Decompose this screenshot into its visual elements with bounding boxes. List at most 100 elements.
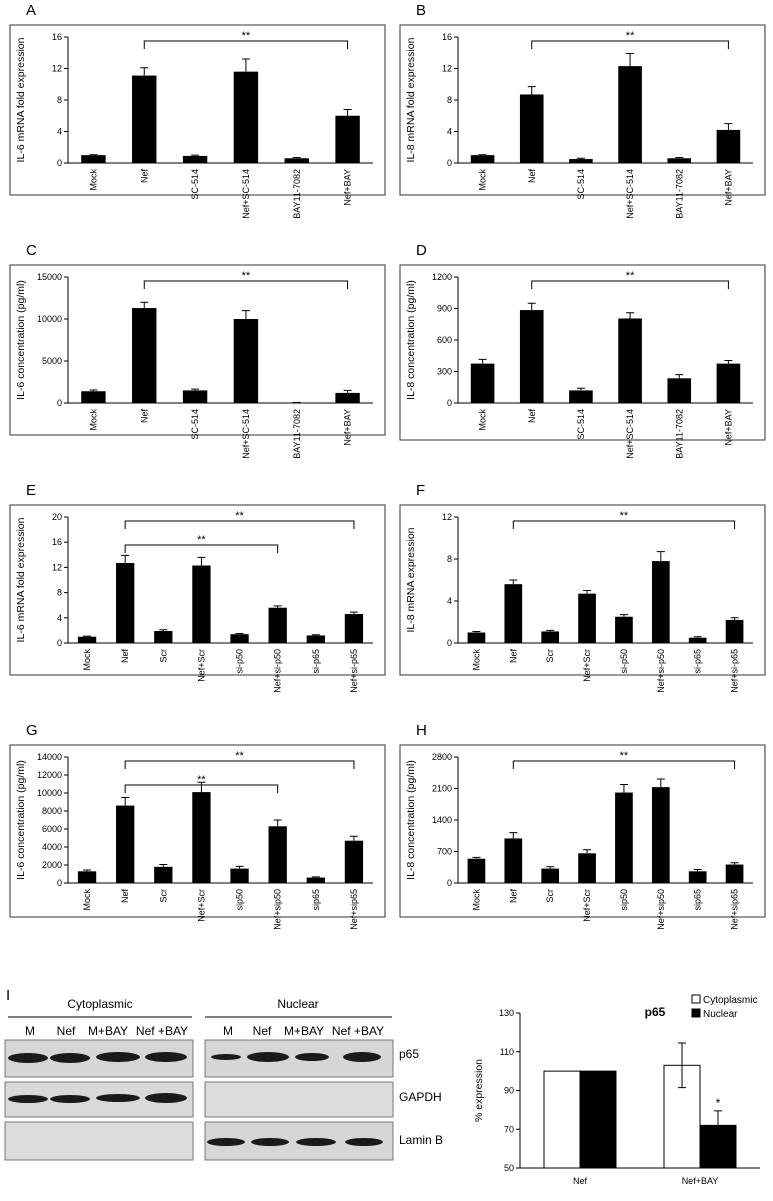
significance-bracket (513, 521, 734, 529)
error-bar (583, 591, 591, 594)
y-axis-label: IL-8 mRNA fold expression (405, 37, 417, 162)
y-tick-label: 2100 (432, 784, 452, 794)
bar (520, 310, 544, 403)
y-tick-label: 1400 (432, 815, 452, 825)
x-tick-label: Nef+BAY (723, 169, 733, 206)
bar (192, 792, 210, 883)
x-tick-label: sip50 (235, 889, 245, 911)
bar (81, 391, 105, 403)
y-tick-label: 600 (437, 335, 452, 345)
panel-letter: B (416, 2, 426, 19)
x-tick-label: Nef+si-p65 (730, 649, 740, 693)
y-tick-label: 4 (447, 127, 452, 137)
y-tick-label: 16 (442, 32, 452, 42)
y-tick-label: 10000 (37, 314, 62, 324)
y-tick-label: 8 (57, 95, 62, 105)
bar (569, 390, 593, 403)
y-tick-label: 10000 (37, 788, 62, 798)
y-axis-label: IL-6 concentration (pg/ml) (15, 280, 27, 400)
x-tick-label: Nef+si-p65 (349, 649, 359, 693)
y-tick-label: 14000 (37, 752, 62, 762)
bar (234, 319, 258, 403)
error-bar (293, 157, 301, 158)
significance-bracket (125, 761, 354, 769)
x-tick-label: si-p65 (693, 649, 703, 674)
bar (285, 158, 309, 163)
lane-label: Nef (57, 1024, 76, 1038)
x-tick-label: Nef+Scr (582, 649, 592, 682)
error-bar (159, 865, 167, 867)
panel-letter: G (26, 722, 38, 739)
x-tick-label: BAY11-7082 (292, 409, 302, 459)
x-tick-label: Nef+Scr (196, 889, 206, 922)
significance-bracket (144, 41, 347, 49)
legend-label: Cytoplasmic (703, 995, 757, 1006)
error-bar (620, 615, 628, 617)
y-axis-label: IL-6 mRNA fold expression (15, 517, 27, 642)
x-tick-label: Nef (139, 169, 149, 184)
bar (652, 787, 670, 883)
x-tick-label: Nef+Scr (196, 649, 206, 682)
significance-label: ** (620, 510, 629, 522)
bar (78, 637, 96, 643)
significance-label: ** (626, 270, 635, 282)
bar (132, 76, 156, 163)
x-tick-label: Mock (88, 169, 98, 191)
bar (307, 878, 325, 883)
significance-bracket (532, 281, 729, 289)
y-tick-label: 0 (57, 878, 62, 888)
y-axis-label: IL-6 mRNA fold expression (15, 37, 27, 162)
bar (345, 841, 363, 883)
bar (580, 1071, 616, 1168)
bar (269, 608, 287, 643)
bar (618, 318, 642, 403)
significance-label: ** (197, 534, 206, 546)
panel-letter: A (26, 2, 36, 19)
bar (726, 620, 744, 643)
bar (192, 566, 210, 643)
x-tick-label: SC-514 (190, 169, 200, 200)
bar (615, 617, 633, 643)
x-tick-label: Scr (545, 889, 555, 903)
bar (652, 561, 670, 643)
bar (541, 869, 559, 883)
y-axis-label: IL-8 concentration (pg/ml) (405, 280, 417, 400)
lane-label: M+BAY (284, 1024, 324, 1038)
x-tick-label: Mock (82, 889, 92, 911)
lane-label: M (223, 1024, 233, 1038)
x-tick-label: Mock (471, 889, 481, 911)
legend-label: Nuclear (703, 1009, 738, 1020)
x-tick-label: Nef (120, 649, 130, 664)
error-bar (731, 863, 739, 865)
y-tick-label: 0 (57, 398, 62, 408)
error-bar (312, 635, 320, 636)
bar (132, 308, 156, 403)
y-axis-label: IL-8 concentration (pg/ml) (405, 760, 417, 880)
error-bar (626, 313, 634, 319)
x-tick-label: Nef+SC-514 (625, 169, 635, 219)
x-tick-label: Mock (478, 169, 488, 191)
bar (154, 867, 172, 883)
western-blot: Cytoplasmic M Nef M+BAY Nef +BAY Nuclear… (5, 997, 443, 1160)
y-tick-label: 12000 (37, 770, 62, 780)
y-axis-label: IL-6 concentration (pg/ml) (15, 760, 27, 880)
x-tick-label: si-p65 (311, 649, 321, 674)
error-bar (242, 311, 250, 319)
y-tick-label: 0 (447, 878, 452, 888)
y-tick-label: 0 (447, 638, 452, 648)
y-tick-label: 4 (57, 127, 62, 137)
error-bar (528, 303, 536, 310)
bar (183, 156, 207, 163)
y-tick-label: 300 (437, 367, 452, 377)
x-tick-label: BAY11-7082 (674, 409, 684, 459)
bar (154, 631, 172, 643)
error-bar (577, 388, 585, 390)
error-bar (121, 555, 129, 563)
x-tick-label: Nef+sip65 (349, 889, 359, 930)
significance-label: ** (197, 774, 206, 786)
error-bar (731, 618, 739, 620)
x-tick-label: Nef+SC-514 (625, 409, 635, 459)
significance-bracket (125, 545, 278, 553)
y-tick-label: 4000 (42, 842, 62, 852)
error-bar (509, 833, 517, 839)
